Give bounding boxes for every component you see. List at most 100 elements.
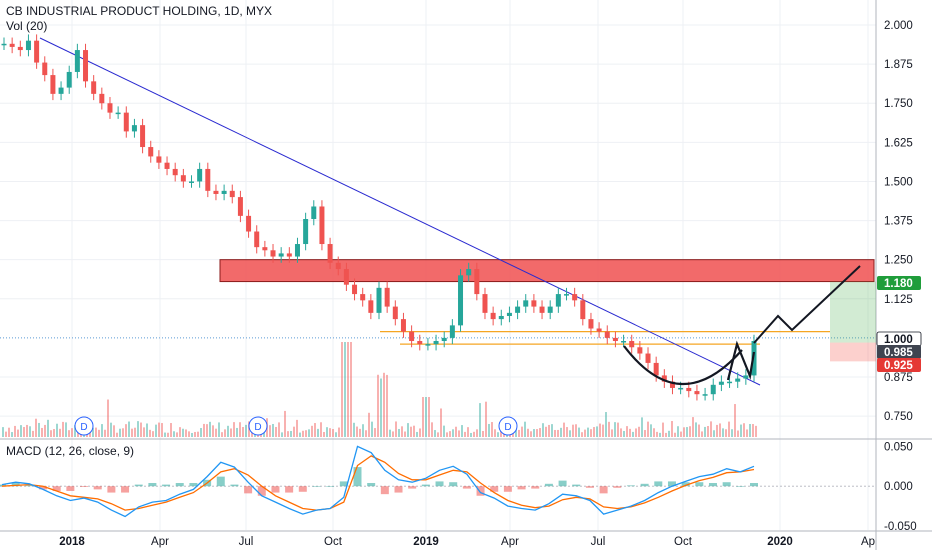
price-candle[interactable] [107, 103, 113, 113]
price-candle[interactable] [213, 190, 219, 194]
price-candle[interactable] [515, 306, 521, 313]
price-candle[interactable] [498, 315, 504, 320]
price-candle[interactable] [417, 341, 423, 345]
price-candle[interactable] [531, 300, 537, 307]
dividend-marker[interactable] [498, 416, 518, 436]
price-candle[interactable] [131, 125, 137, 132]
resistance-zone[interactable] [219, 259, 875, 283]
price-candle[interactable] [596, 328, 602, 332]
price-candle[interactable] [221, 190, 227, 194]
price-tag-4[interactable] [877, 358, 921, 372]
downtrend-line[interactable] [39, 37, 761, 386]
price-candle[interactable] [588, 319, 594, 329]
price-candle[interactable] [743, 375, 749, 379]
price-candle[interactable] [303, 219, 309, 245]
price-candle[interactable] [327, 244, 333, 263]
price-candle[interactable] [278, 253, 284, 257]
price-candle[interactable] [645, 353, 651, 363]
price-candle[interactable] [621, 341, 627, 343]
price-candle[interactable] [115, 112, 121, 115]
volume-legend-title[interactable]: Vol (20) [6, 19, 48, 33]
price-candle[interactable] [254, 231, 260, 248]
price-candle[interactable] [343, 269, 349, 285]
price-candle[interactable] [286, 253, 292, 257]
price-tag-1[interactable] [877, 276, 921, 290]
price-candle[interactable] [449, 325, 455, 338]
price-candle[interactable] [629, 341, 635, 348]
price-candle[interactable] [74, 50, 80, 72]
price-candle[interactable] [123, 112, 129, 132]
price-candle[interactable] [50, 75, 56, 94]
price-candle[interactable] [735, 378, 741, 382]
price-candle[interactable] [466, 269, 472, 276]
price-candle[interactable] [180, 175, 186, 182]
price-candle[interactable] [376, 287, 382, 313]
price-candle[interactable] [702, 394, 708, 396]
projected-path-line[interactable] [753, 265, 861, 344]
price-candle[interactable] [189, 181, 194, 183]
price-candle[interactable] [555, 294, 561, 307]
price-candle[interactable] [441, 337, 447, 342]
price-candle[interactable] [360, 294, 366, 301]
price-candle[interactable] [678, 387, 684, 390]
stop-loss-zone[interactable] [830, 342, 876, 362]
price-candle[interactable] [400, 319, 406, 332]
price-candle[interactable] [99, 93, 105, 104]
price-candle[interactable] [433, 341, 439, 345]
price-candle[interactable] [270, 250, 276, 257]
price-candle[interactable] [262, 247, 268, 251]
price-candle[interactable] [17, 46, 23, 51]
price-candle[interactable] [458, 275, 464, 326]
price-candle[interactable] [42, 62, 48, 76]
price-candle[interactable] [197, 168, 203, 182]
symbol-legend-title[interactable]: CB INDUSTRIAL PRODUCT HOLDING, 1D, MYX [6, 4, 273, 18]
price-candle[interactable] [539, 306, 545, 313]
price-candle[interactable] [205, 168, 211, 191]
price-candle[interactable] [246, 215, 252, 232]
price-candle[interactable] [580, 300, 586, 320]
price-candle[interactable] [686, 387, 692, 392]
price-candle[interactable] [311, 206, 317, 219]
price-candle[interactable] [148, 147, 154, 157]
price-candle[interactable] [637, 347, 643, 354]
dividend-marker[interactable] [248, 416, 268, 436]
price-candle[interactable] [368, 300, 374, 313]
price-candle[interactable] [229, 190, 235, 198]
price-candle[interactable] [669, 381, 675, 388]
price-candle[interactable] [506, 312, 512, 316]
dividend-marker[interactable] [74, 416, 94, 436]
price-candle[interactable] [34, 40, 40, 63]
price-candle[interactable] [83, 50, 89, 82]
price-candle[interactable] [25, 40, 31, 51]
price-candle[interactable] [66, 71, 72, 88]
price-candle[interactable] [172, 168, 178, 176]
price-tag-3[interactable] [877, 345, 921, 359]
price-candle[interactable] [653, 362, 659, 376]
price-candle[interactable] [604, 331, 610, 338]
price-candle[interactable] [572, 294, 578, 301]
price-candle[interactable] [564, 294, 569, 296]
price-candle[interactable] [319, 206, 325, 245]
price-candle[interactable] [384, 287, 390, 307]
price-candle[interactable] [710, 384, 716, 395]
price-candle[interactable] [425, 344, 431, 346]
price-candle[interactable] [352, 284, 358, 295]
price-candle[interactable] [1, 43, 7, 46]
price-candle[interactable] [91, 81, 97, 94]
price-candle[interactable] [335, 262, 341, 270]
price-candle[interactable] [156, 156, 162, 163]
cup-pattern-curve[interactable] [623, 345, 743, 386]
price-candle[interactable] [140, 125, 146, 148]
price-candle[interactable] [661, 375, 667, 382]
price-candle[interactable] [9, 43, 15, 47]
price-candle[interactable] [164, 162, 170, 169]
macd-line[interactable] [1, 445, 755, 518]
price-candle[interactable] [718, 381, 724, 385]
price-candle[interactable] [482, 294, 488, 313]
price-candle[interactable] [727, 381, 733, 384]
price-candle[interactable] [409, 331, 415, 342]
profit-target-zone[interactable] [830, 281, 876, 343]
price-candle[interactable] [392, 306, 398, 320]
